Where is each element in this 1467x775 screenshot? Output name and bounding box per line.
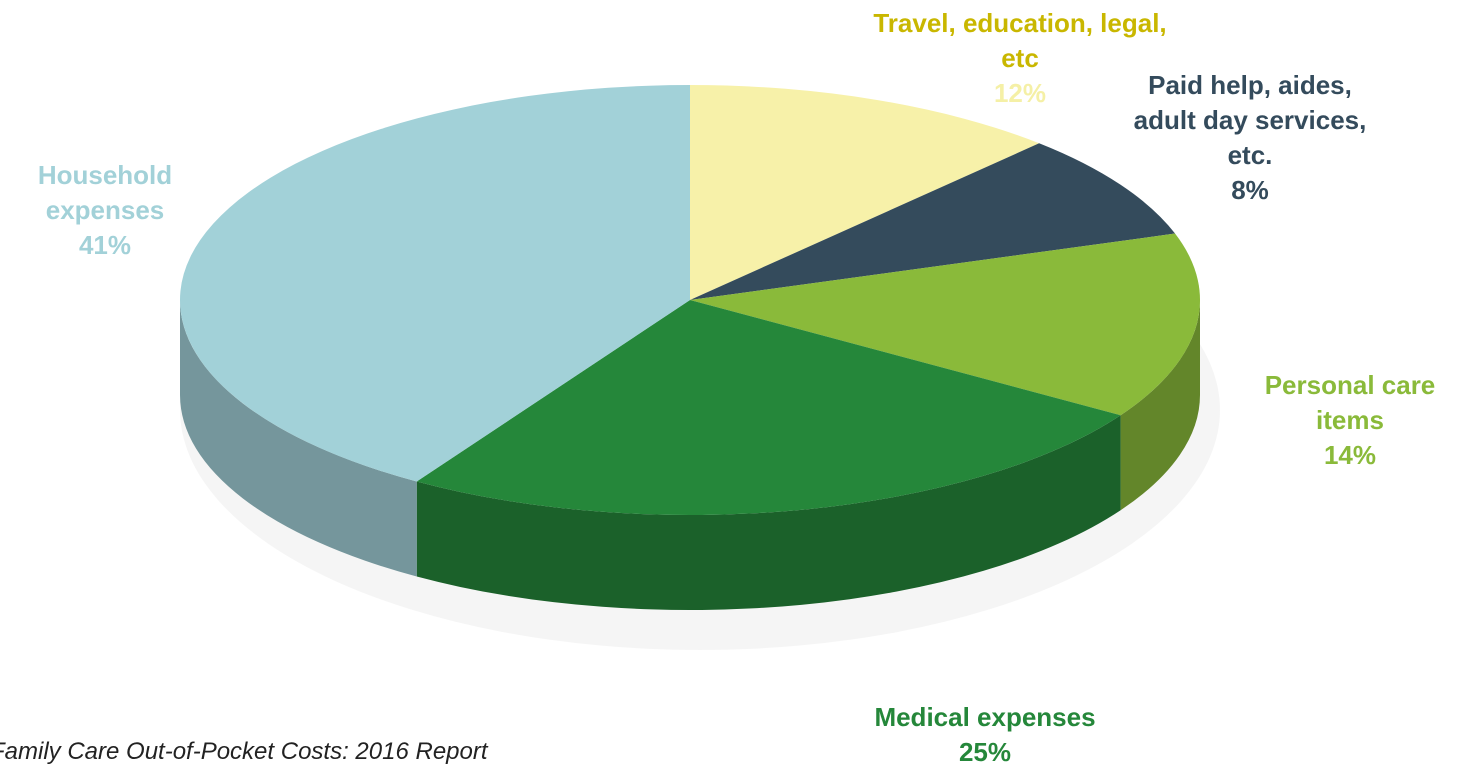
value-label: 25% [958,737,1012,767]
value-label: 12% [993,78,1047,108]
slice [690,233,1200,416]
category-label: Personal care items [1264,370,1436,435]
slice-label: Personal care items 14% [1240,368,1460,473]
slice-label: Medical expenses 25% [820,700,1150,770]
slice-side [416,415,1121,611]
slice [690,143,1176,300]
slice-label: Travel, education, legal, etc 12% [855,6,1185,111]
slice-label: Household expenses 41% [5,158,205,263]
source-note: Family Care Out-of-Pocket Costs: 2016 Re… [0,738,488,765]
slice [690,85,1040,300]
category-label: Household expenses [37,160,173,225]
value-label: 14% [1323,440,1377,470]
slice-side [180,300,417,577]
slice [416,300,1121,515]
value-label: 8% [1231,175,1269,205]
slice-side [1120,300,1200,511]
slice [180,85,691,482]
value-label: 41% [78,230,132,260]
category-label: Paid help, aides, adult day services, et… [1133,70,1367,170]
category-label: Medical expenses [874,702,1096,732]
slice-label: Paid help, aides, adult day services, et… [1130,68,1370,208]
category-label: Travel, education, legal, etc [873,8,1167,73]
